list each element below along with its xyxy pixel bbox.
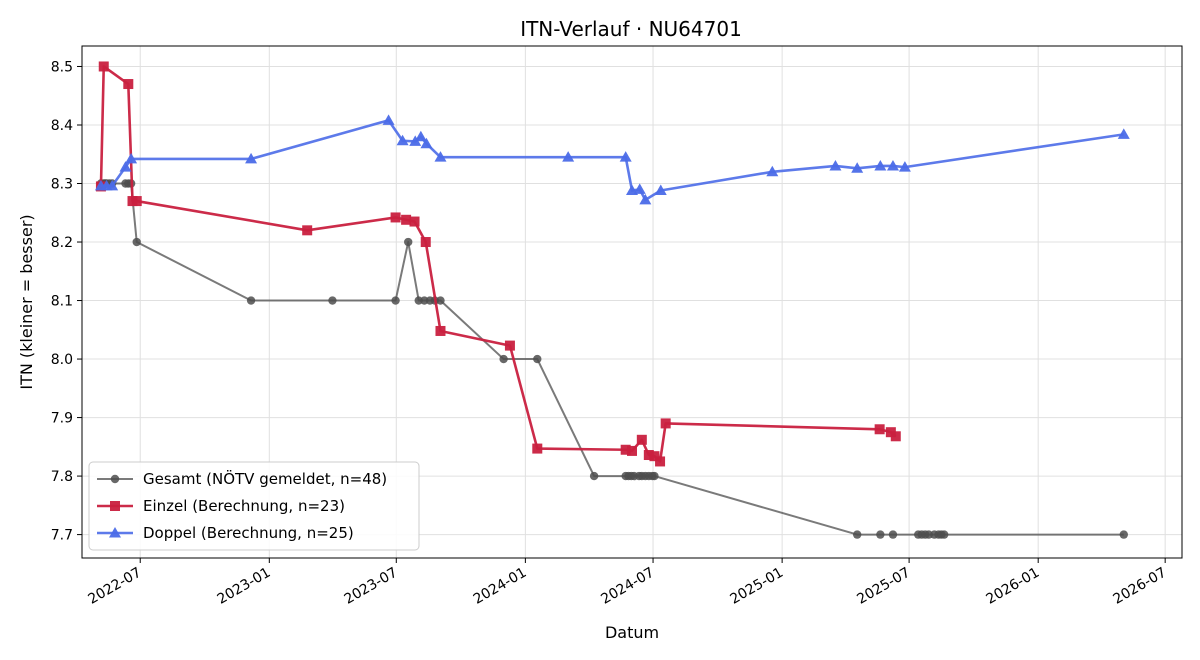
data-point xyxy=(245,152,258,164)
legend-marker xyxy=(110,474,120,484)
data-point xyxy=(532,443,543,454)
data-point xyxy=(420,137,433,149)
series-einzel xyxy=(95,61,901,467)
data-point xyxy=(619,151,632,162)
legend-marker xyxy=(110,501,120,511)
data-point xyxy=(382,114,395,125)
data-point xyxy=(504,340,515,351)
data-point xyxy=(562,151,575,162)
data-point xyxy=(434,151,447,162)
data-point xyxy=(414,130,427,142)
data-point xyxy=(131,196,142,207)
data-point xyxy=(1119,530,1128,539)
y-tick-label: 7.8 xyxy=(51,469,73,485)
y-tick-label: 8.5 xyxy=(51,59,73,75)
data-point xyxy=(633,183,646,194)
y-axis-label: ITN (kleiner = besser) xyxy=(17,214,36,389)
data-point xyxy=(1117,128,1130,139)
data-point xyxy=(620,444,631,455)
data-point xyxy=(98,61,109,72)
data-point xyxy=(650,471,659,481)
data-point xyxy=(852,530,862,539)
data-point xyxy=(499,354,508,364)
data-point xyxy=(890,431,901,442)
data-point xyxy=(420,237,431,248)
data-point xyxy=(649,451,660,462)
data-point xyxy=(874,424,885,435)
legend-entry: Doppel (Berechnung, n=25) xyxy=(143,524,354,542)
data-point xyxy=(123,79,134,90)
x-axis-label: Datum xyxy=(605,623,659,642)
data-point xyxy=(302,225,313,236)
data-point xyxy=(939,530,949,539)
legend-marker xyxy=(109,527,121,538)
series-doppel xyxy=(94,114,1130,205)
legend-box xyxy=(88,461,420,551)
data-point xyxy=(246,296,256,305)
data-point xyxy=(328,296,337,305)
data-point xyxy=(627,445,637,456)
data-point xyxy=(829,159,842,171)
legend-entry: Einzel (Berechnung, n=23) xyxy=(143,497,345,515)
y-tick-label: 8.2 xyxy=(51,235,73,251)
legend-entry: Gesamt (NÖTV gemeldet, n=48) xyxy=(143,469,387,488)
data-point xyxy=(436,296,445,305)
data-point xyxy=(876,530,885,539)
data-point xyxy=(391,296,400,305)
data-point xyxy=(851,162,864,173)
data-point xyxy=(404,237,413,247)
data-point xyxy=(119,161,132,172)
data-point xyxy=(396,134,409,146)
y-tick-label: 8.0 xyxy=(51,352,73,368)
data-point xyxy=(132,237,141,247)
plot-frame xyxy=(81,45,1183,559)
data-point xyxy=(888,530,898,539)
data-point xyxy=(643,450,654,461)
data-point xyxy=(401,214,412,225)
y-tick-label: 8.1 xyxy=(51,294,73,310)
y-tick-label: 7.9 xyxy=(51,411,73,427)
series-gesamt xyxy=(96,179,1128,539)
data-point xyxy=(125,152,138,164)
data-point xyxy=(390,212,401,223)
y-tick-label: 7.7 xyxy=(51,528,73,544)
data-point xyxy=(766,165,779,177)
data-point xyxy=(639,193,652,205)
data-point xyxy=(409,216,420,227)
data-point xyxy=(533,354,542,364)
data-point xyxy=(655,456,666,467)
data-point xyxy=(874,159,887,171)
data-point xyxy=(898,161,911,172)
y-tick-label: 8.3 xyxy=(51,177,73,193)
y-tick-label: 8.4 xyxy=(51,118,73,134)
data-point xyxy=(886,159,899,171)
legend: Gesamt (NÖTV gemeldet, n=48) Einzel (Bere… xyxy=(88,461,420,551)
data-point xyxy=(435,325,446,336)
data-point xyxy=(654,184,667,196)
chart-title: ITN-Verlauf · NU64701 xyxy=(520,17,742,41)
series-layer xyxy=(94,61,1130,539)
data-point xyxy=(636,434,647,445)
data-point xyxy=(589,471,599,481)
data-point xyxy=(660,418,671,429)
data-point xyxy=(106,179,119,191)
